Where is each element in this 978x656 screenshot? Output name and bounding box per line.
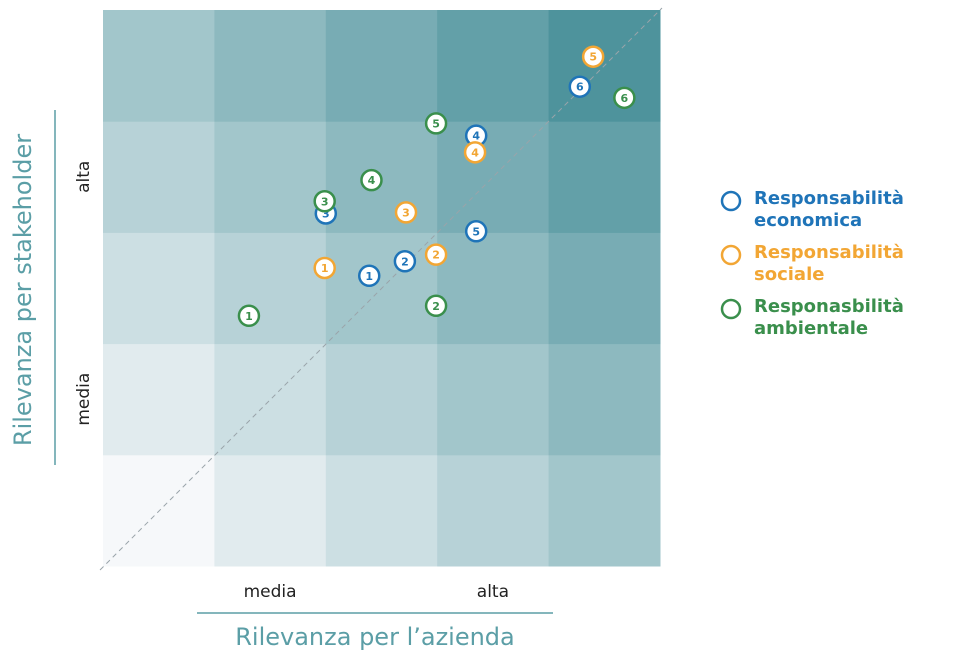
matrix-cell (103, 10, 215, 122)
point-label: 1 (245, 310, 253, 323)
point-label: 3 (402, 206, 410, 219)
point-label: 3 (321, 195, 329, 208)
point (613, 86, 636, 110)
point (360, 168, 383, 192)
point (313, 256, 336, 280)
matrix-cell (214, 121, 327, 233)
point-label: 6 (621, 92, 629, 105)
point-label: 5 (589, 51, 597, 64)
matrix-cell (548, 121, 661, 233)
matrix-cell (437, 10, 550, 122)
legend-marker (720, 190, 742, 212)
matrix-cell (325, 454, 438, 567)
y-tick-label: media (74, 373, 94, 426)
diagonal (99, 7, 663, 571)
y-axis-title: Rilevanza per stakeholder (9, 134, 37, 446)
legend-item: Responasbilità ambientale (720, 296, 978, 340)
x-axis-title: Rilevanza per l’azienda (235, 623, 515, 651)
matrix-cell (214, 454, 327, 567)
legend-swatch (720, 244, 742, 266)
point (424, 112, 448, 135)
legend-label: Responsabilità sociale (754, 242, 904, 285)
point-label: 5 (472, 225, 480, 238)
matrix-cell (548, 343, 661, 456)
point (568, 75, 592, 98)
legend-label: Responasbilità ambientale (754, 296, 904, 339)
point (313, 190, 336, 213)
point (463, 141, 487, 164)
matrix-cell (437, 232, 550, 345)
matrix-cell (548, 454, 661, 567)
point-label: 1 (365, 270, 373, 283)
point (424, 294, 448, 318)
matrix-cell (548, 232, 661, 345)
point-label: 6 (576, 81, 584, 94)
point-label: 4 (368, 174, 376, 187)
point-label: 2 (432, 300, 440, 313)
x-tick-label: alta (477, 582, 509, 602)
legend-swatch (720, 190, 742, 212)
point (464, 220, 488, 243)
legend-swatch (720, 298, 742, 320)
matrix-cell (325, 10, 438, 122)
matrix-cell (437, 121, 550, 233)
legend: Responsabilità economica Responsabilità s… (720, 188, 978, 350)
point-label: 5 (432, 117, 440, 130)
point (581, 45, 605, 68)
point (393, 250, 417, 273)
matrix-cell (437, 343, 550, 456)
point-label: 3 (322, 207, 330, 220)
y-tick-label: alta (74, 161, 94, 193)
point-label: 2 (401, 255, 409, 268)
point-label: 1 (321, 262, 329, 275)
legend-item: Responsabilità sociale (720, 242, 978, 286)
matrix-cell (437, 454, 550, 567)
legend-label: Responsabilità economica (754, 188, 904, 231)
matrix-cell (103, 121, 215, 233)
x-tick-label: media (244, 582, 297, 602)
matrix-cell (214, 232, 327, 345)
legend-marker (720, 298, 742, 320)
matrix-cell (214, 343, 327, 456)
matrix-cell (214, 10, 327, 122)
legend-marker (720, 244, 742, 266)
point-label: 4 (472, 130, 480, 143)
matrix-cell (103, 343, 215, 456)
point-label: 4 (471, 146, 479, 159)
point (237, 304, 261, 328)
point-label: 2 (432, 249, 440, 262)
point (394, 201, 418, 224)
matrix-cell (103, 232, 215, 345)
point (357, 264, 381, 288)
point (424, 243, 448, 266)
matrix-cell (325, 343, 438, 456)
legend-item: Responsabilità economica (720, 188, 978, 232)
